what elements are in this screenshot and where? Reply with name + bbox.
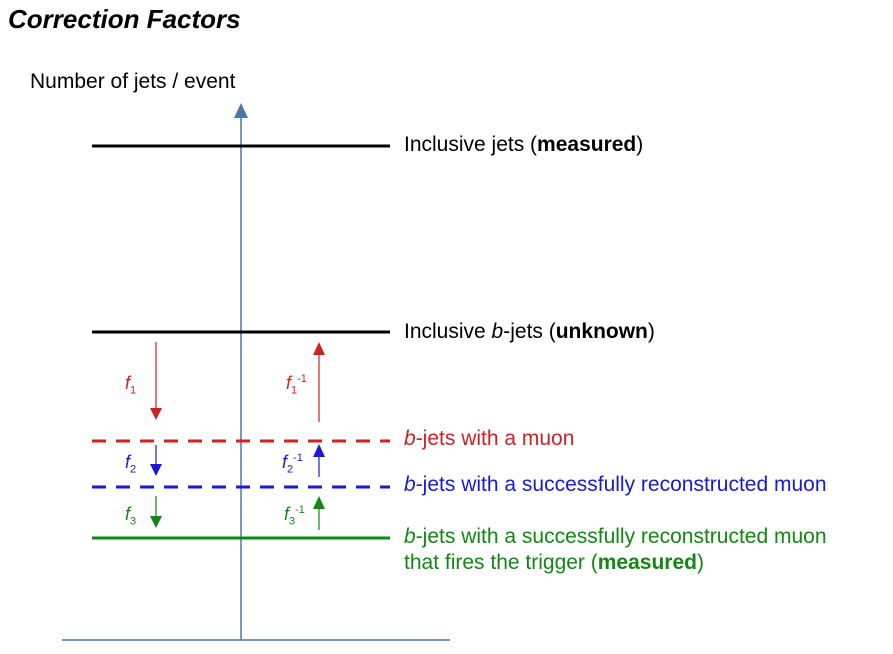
label-text: )	[647, 320, 655, 343]
label-bold: measured	[597, 551, 697, 574]
factor-base: f	[125, 504, 131, 524]
arrow-f1-down-head	[150, 408, 162, 420]
label-italic: b	[404, 473, 416, 496]
factor-sub: 1	[130, 384, 137, 397]
factor-base: f	[286, 373, 292, 393]
label-italic: b	[404, 525, 416, 548]
label-line-1: b-jets with a successfully reconstructed…	[404, 524, 827, 550]
arrow-f3-down-head	[150, 516, 162, 528]
label-bjets-reco-muon: b-jets with a successfully reconstructed…	[404, 472, 827, 498]
factor-sup: -1	[293, 452, 303, 464]
arrow-f2-up-head	[313, 444, 325, 457]
label-text: that fires the trigger (	[404, 551, 598, 574]
label-text: )	[696, 551, 704, 574]
arrow-f2-down-head	[150, 464, 162, 476]
factor-f3-inverse: f3-1	[284, 504, 305, 528]
label-bold: unknown	[555, 320, 648, 343]
factor-sub: 2	[287, 463, 294, 476]
arrow-f3-up-head	[313, 496, 325, 509]
label-italic: b	[491, 320, 504, 343]
label-text: -jets with a successfully reconstructed …	[415, 525, 827, 548]
label-text: Inclusive	[404, 320, 492, 343]
arrow-f1-up-head	[313, 342, 325, 355]
factor-sub: 2	[130, 463, 137, 476]
factor-sup: -1	[297, 373, 307, 385]
label-line-2: that fires the trigger (measured)	[404, 550, 827, 576]
y-axis-label: Number of jets / event	[30, 70, 236, 93]
factor-base: f	[284, 504, 290, 524]
factor-f1-inverse: f1-1	[286, 373, 307, 397]
label-bold: measured	[537, 133, 637, 156]
y-axis-arrowhead	[234, 103, 248, 118]
factor-base: f	[125, 452, 131, 472]
factor-f2-inverse: f2-1	[282, 452, 303, 476]
label-text: -jets with a muon	[415, 427, 575, 450]
label-text: -jets (	[503, 320, 556, 343]
label-bjets-trigger: b-jets with a successfully reconstructed…	[404, 524, 827, 576]
label-inclusive-jets: Inclusive jets (measured)	[404, 132, 643, 158]
factor-sub: 3	[130, 515, 137, 528]
factor-sup: -1	[295, 504, 305, 516]
factor-f2: f2	[125, 452, 136, 476]
factor-f3: f3	[125, 504, 136, 528]
factor-base: f	[282, 452, 288, 472]
factor-sub: 1	[291, 384, 298, 397]
label-inclusive-bjets: Inclusive b-jets (unknown)	[404, 319, 655, 345]
page-title: Correction Factors	[8, 4, 241, 34]
label-italic: b	[404, 427, 416, 450]
factor-base: f	[125, 373, 131, 393]
factor-sub: 3	[289, 515, 296, 528]
label-text: Inclusive jets (	[404, 133, 538, 156]
label-text: )	[636, 133, 644, 156]
label-text: -jets with a successfully reconstructed …	[415, 473, 827, 496]
label-bjets-muon: b-jets with a muon	[404, 426, 574, 452]
factor-f1: f1	[125, 373, 136, 397]
